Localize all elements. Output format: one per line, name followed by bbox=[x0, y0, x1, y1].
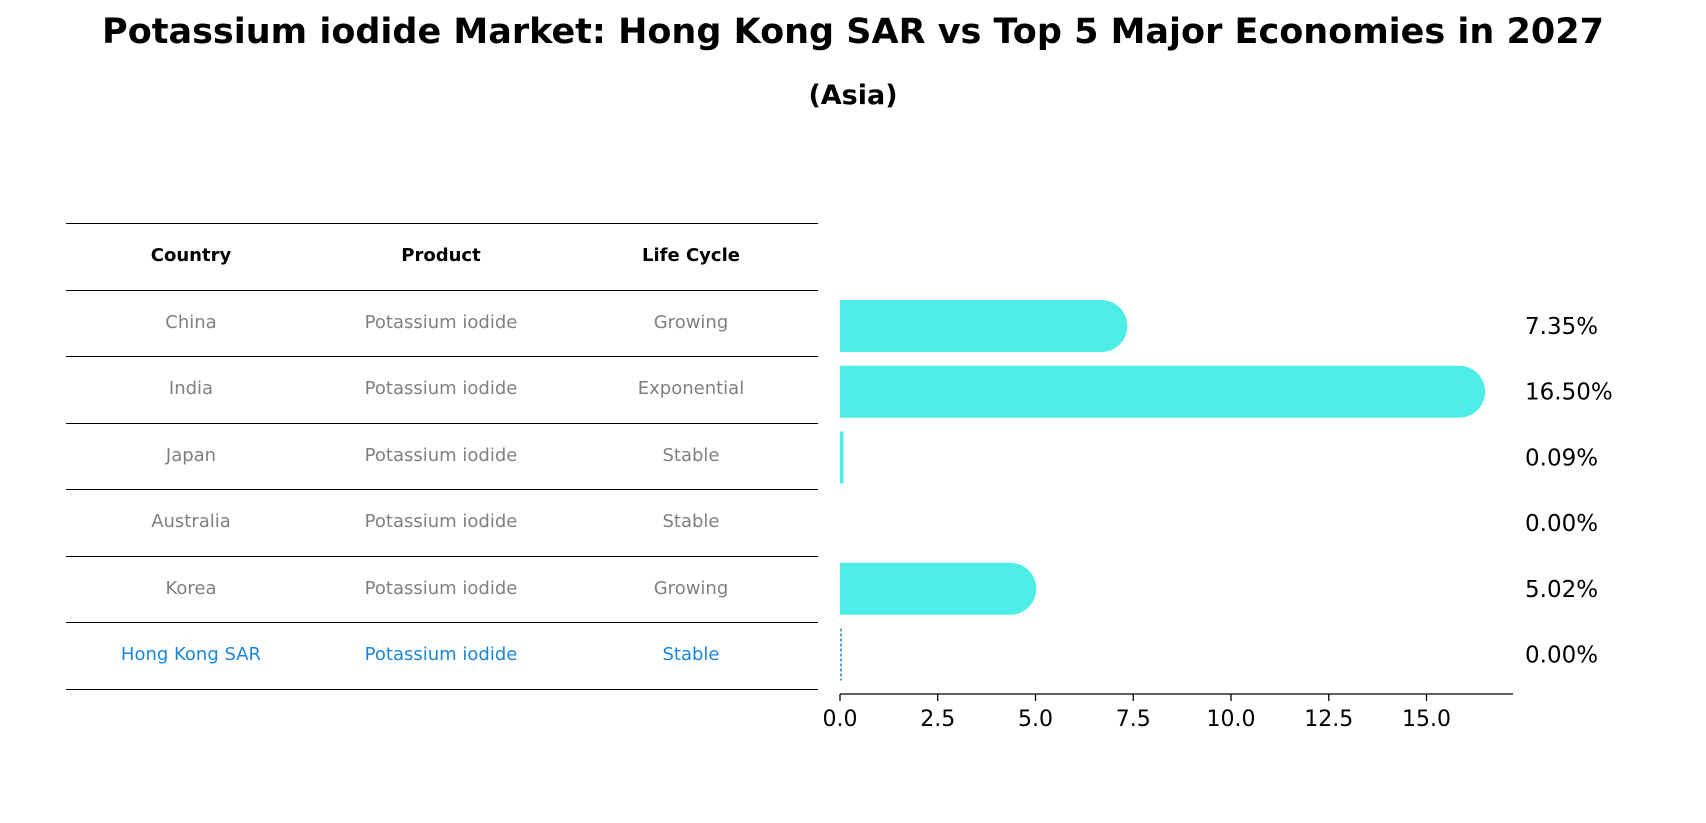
x-tick-label: 15.0 bbox=[1402, 707, 1451, 732]
bar bbox=[840, 562, 1037, 615]
table-cell-life-cycle: Stable bbox=[662, 644, 720, 666]
table-cell-life-cycle: Growing bbox=[653, 311, 729, 333]
table-rule bbox=[66, 688, 818, 690]
bar bbox=[840, 431, 844, 484]
table-cell-country: Australia bbox=[151, 511, 231, 533]
table-cell-life-cycle: Stable bbox=[662, 444, 720, 466]
table-cell-country: Japan bbox=[165, 444, 217, 466]
table-cell-product: Potassium iodide bbox=[364, 577, 518, 599]
table-cell-product: Potassium iodide bbox=[364, 378, 518, 400]
x-tick-label: 0.0 bbox=[823, 707, 858, 732]
table-header-cell: Product bbox=[401, 245, 481, 267]
table-rule bbox=[66, 489, 818, 490]
table-rule bbox=[66, 356, 818, 357]
x-tick-label: 12.5 bbox=[1304, 707, 1353, 732]
table-cell-country: Hong Kong SAR bbox=[120, 644, 262, 666]
value-label: 16.50% bbox=[1525, 380, 1613, 406]
table-rule bbox=[66, 223, 818, 224]
x-tick-label: 2.5 bbox=[920, 707, 955, 732]
table-cell-product: Potassium iodide bbox=[364, 511, 518, 533]
table-rule bbox=[66, 555, 818, 557]
table-cell-country: China bbox=[165, 311, 217, 333]
x-tick-label: 7.5 bbox=[1116, 707, 1151, 732]
table-cell-life-cycle: Growing bbox=[653, 577, 729, 599]
table-rule bbox=[66, 422, 818, 424]
chart-subtitle: (Asia) bbox=[808, 80, 898, 111]
table-header-cell: Life Cycle bbox=[642, 245, 740, 267]
x-tick-label: 10.0 bbox=[1207, 707, 1256, 732]
bar bbox=[840, 365, 1486, 418]
table-cell-product: Potassium iodide bbox=[364, 444, 518, 466]
table-cell-product: Potassium iodide bbox=[364, 311, 518, 333]
table-rule bbox=[66, 622, 818, 623]
value-label: 5.02% bbox=[1525, 577, 1598, 603]
value-label: 0.00% bbox=[1525, 643, 1598, 669]
value-label: 0.00% bbox=[1525, 511, 1598, 537]
value-label: 0.09% bbox=[1525, 445, 1598, 471]
table-cell-life-cycle: Exponential bbox=[637, 378, 745, 400]
table-cell-country: India bbox=[168, 378, 214, 400]
bar bbox=[840, 300, 1128, 352]
chart-title: Potassium iodide Market: Hong Kong SAR v… bbox=[102, 12, 1604, 52]
table-cell-product: Potassium iodide bbox=[364, 644, 518, 666]
table-rule bbox=[66, 289, 818, 291]
table-header-cell: Country bbox=[150, 245, 232, 267]
value-label: 7.35% bbox=[1525, 314, 1598, 340]
table-cell-life-cycle: Stable bbox=[662, 511, 720, 533]
table-cell-country: Korea bbox=[165, 577, 217, 599]
x-tick-label: 5.0 bbox=[1018, 707, 1053, 732]
